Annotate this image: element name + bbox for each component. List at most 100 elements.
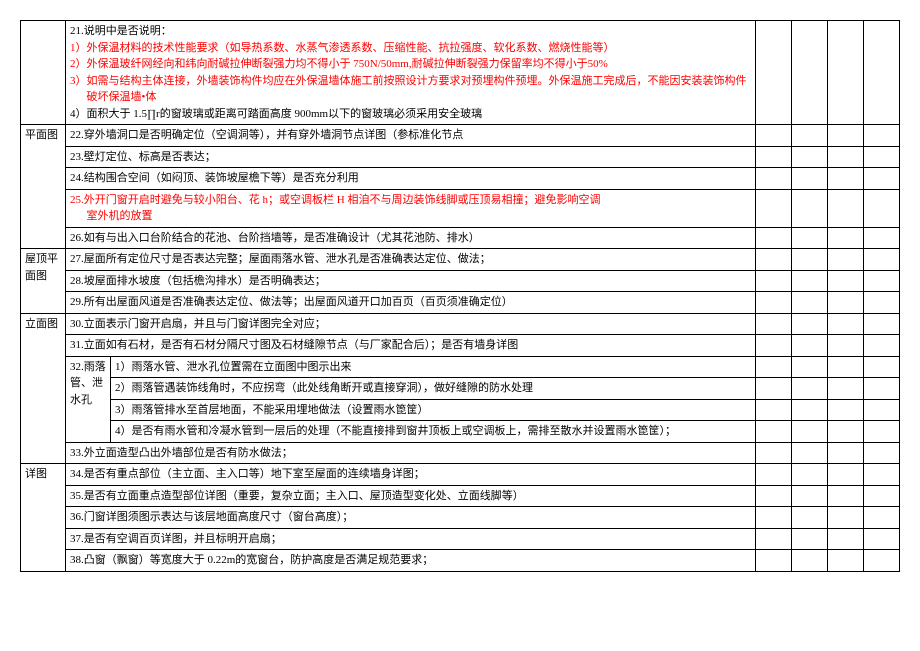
table-row: 2）雨落管遇装饰线角时，不应拐弯（此处线角断开或直接穿洞），做好缝隙的防水处理 [21, 378, 900, 400]
content-cell: 31.立面如有石材，是否有石材分隔尺寸图及石材缝隙节点（与厂家配合后）；是否有墙… [66, 335, 756, 357]
check-cell [828, 507, 864, 529]
check-cell [864, 313, 900, 335]
subcategory-cell: 32.雨落管、泄水孔 [66, 356, 111, 442]
table-row: 28.坡屋面排水坡度（包括檐沟排水）是否明确表达； [21, 270, 900, 292]
check-cell [756, 292, 792, 314]
content-cell: 26.如有与出入口台阶结合的花池、台阶挡墙等，是否准确设计（尤其花池防、排水） [66, 227, 756, 249]
check-cell [792, 292, 828, 314]
table-row: 38.凸窗（飘窗）等宽度大于 0.22m的宽窗台，防护高度是否满足规范要求； [21, 550, 900, 572]
check-cell [792, 528, 828, 550]
content-cell: 23.壁灯定位、标高是否表达； [66, 146, 756, 168]
category-cell: 立面图 [21, 313, 66, 464]
table-row: 33.外立面造型凸出外墙部位是否有防水做法； [21, 442, 900, 464]
check-cell [792, 249, 828, 271]
check-cell [864, 442, 900, 464]
check-cell [828, 292, 864, 314]
check-cell [864, 270, 900, 292]
content-cell: 21.说明中是否说明：1）外保温材料的技术性能要求（如导热系数、水蒸气渗透系数、… [66, 21, 756, 125]
check-cell [864, 292, 900, 314]
check-cell [828, 125, 864, 147]
check-cell [756, 125, 792, 147]
content-cell: 22.穿外墙洞口是否明确定位（空调洞等），并有穿外墙洞节点详图（参标准化节点 [66, 125, 756, 147]
content-cell: 27.屋面所有定位尺寸是否表达完整；屋面雨落水管、泄水孔是否准确表达定位、做法； [66, 249, 756, 271]
check-cell [792, 550, 828, 572]
category-cell: 平面图 [21, 125, 66, 249]
content-cell: 30.立面表示门窗开启扇，并且与门窗详图完全对应； [66, 313, 756, 335]
check-cell [792, 313, 828, 335]
check-cell [756, 313, 792, 335]
check-cell [792, 125, 828, 147]
check-cell [828, 270, 864, 292]
table-row: 32.雨落管、泄水孔1）雨落水管、泄水孔位置需在立面图中图示出来 [21, 356, 900, 378]
check-cell [792, 464, 828, 486]
check-cell [756, 21, 792, 125]
table-row: 24.结构围合空间（如闷顶、装饰坡屋檐下等）是否充分利用 [21, 168, 900, 190]
check-cell [828, 146, 864, 168]
check-cell [828, 464, 864, 486]
check-cell [864, 485, 900, 507]
check-cell [828, 168, 864, 190]
check-cell [756, 356, 792, 378]
check-cell [756, 378, 792, 400]
check-cell [756, 146, 792, 168]
check-cell [864, 507, 900, 529]
table-row: 31.立面如有石材，是否有石材分隔尺寸图及石材缝隙节点（与厂家配合后）；是否有墙… [21, 335, 900, 357]
check-cell [756, 507, 792, 529]
check-cell [828, 378, 864, 400]
check-cell [756, 442, 792, 464]
check-cell [828, 442, 864, 464]
table-row: 3）雨落管排水至首层地面，不能采用埋地做法（设置雨水箆筐） [21, 399, 900, 421]
table-row: 平面图22.穿外墙洞口是否明确定位（空调洞等），并有穿外墙洞节点详图（参标准化节… [21, 125, 900, 147]
check-cell [792, 485, 828, 507]
check-cell [792, 227, 828, 249]
check-cell [756, 421, 792, 443]
category-cell: 详图 [21, 464, 66, 572]
category-cell [21, 21, 66, 125]
check-cell [756, 168, 792, 190]
check-cell [756, 270, 792, 292]
content-cell: 35.是否有立面重点造型部位详图（重要，复杂立面；主入口、屋顶造型变化处、立面线… [66, 485, 756, 507]
check-cell [828, 399, 864, 421]
check-cell [756, 335, 792, 357]
check-cell [792, 270, 828, 292]
check-cell [828, 550, 864, 572]
content-cell: 25.外开门窗开启时避免与较小阳台、花 h；或空调板栏 H 相洎不与周边装饰线脚… [66, 189, 756, 227]
check-cell [792, 168, 828, 190]
check-cell [828, 528, 864, 550]
check-cell [792, 507, 828, 529]
check-cell [828, 421, 864, 443]
check-cell [864, 378, 900, 400]
table-row: 29.所有出屋面风道是否准确表达定位、做法等；出屋面风道开口加百页（百页须准确定… [21, 292, 900, 314]
check-cell [756, 528, 792, 550]
check-cell [864, 21, 900, 125]
table-row: 37.是否有空调百页详图，并且标明开启扇； [21, 528, 900, 550]
check-cell [828, 227, 864, 249]
check-cell [864, 528, 900, 550]
check-cell [864, 168, 900, 190]
check-cell [864, 335, 900, 357]
check-cell [756, 464, 792, 486]
table-row: 35.是否有立面重点造型部位详图（重要，复杂立面；主入口、屋顶造型变化处、立面线… [21, 485, 900, 507]
content-cell: 24.结构围合空间（如闷顶、装饰坡屋檐下等）是否充分利用 [66, 168, 756, 190]
check-cell [792, 21, 828, 125]
table-row: 详图34.是否有重点部位（主立面、主入口等）地下室至屋面的连续墙身详图； [21, 464, 900, 486]
category-cell: 屋顶平面图 [21, 249, 66, 314]
check-cell [864, 421, 900, 443]
check-cell [828, 313, 864, 335]
table-row: 25.外开门窗开启时避免与较小阳台、花 h；或空调板栏 H 相洎不与周边装饰线脚… [21, 189, 900, 227]
check-cell [792, 421, 828, 443]
table-row: 立面图30.立面表示门窗开启扇，并且与门窗详图完全对应； [21, 313, 900, 335]
content-cell: 2）雨落管遇装饰线角时，不应拐弯（此处线角断开或直接穿洞），做好缝隙的防水处理 [111, 378, 756, 400]
check-cell [792, 378, 828, 400]
table-row: 26.如有与出入口台阶结合的花池、台阶挡墙等，是否准确设计（尤其花池防、排水） [21, 227, 900, 249]
table-row: 23.壁灯定位、标高是否表达； [21, 146, 900, 168]
check-cell [756, 189, 792, 227]
table-row: 屋顶平面图27.屋面所有定位尺寸是否表达完整；屋面雨落水管、泄水孔是否准确表达定… [21, 249, 900, 271]
content-cell: 4）是否有雨水管和冷凝水管到一层后的处理（不能直接排到窗井顶板上或空调板上，需排… [111, 421, 756, 443]
check-cell [756, 249, 792, 271]
checklist-table: 21.说明中是否说明：1）外保温材料的技术性能要求（如导热系数、水蒸气渗透系数、… [20, 20, 900, 572]
check-cell [864, 227, 900, 249]
content-cell: 34.是否有重点部位（主立面、主入口等）地下室至屋面的连续墙身详图； [66, 464, 756, 486]
check-cell [756, 550, 792, 572]
table-row: 21.说明中是否说明：1）外保温材料的技术性能要求（如导热系数、水蒸气渗透系数、… [21, 21, 900, 125]
